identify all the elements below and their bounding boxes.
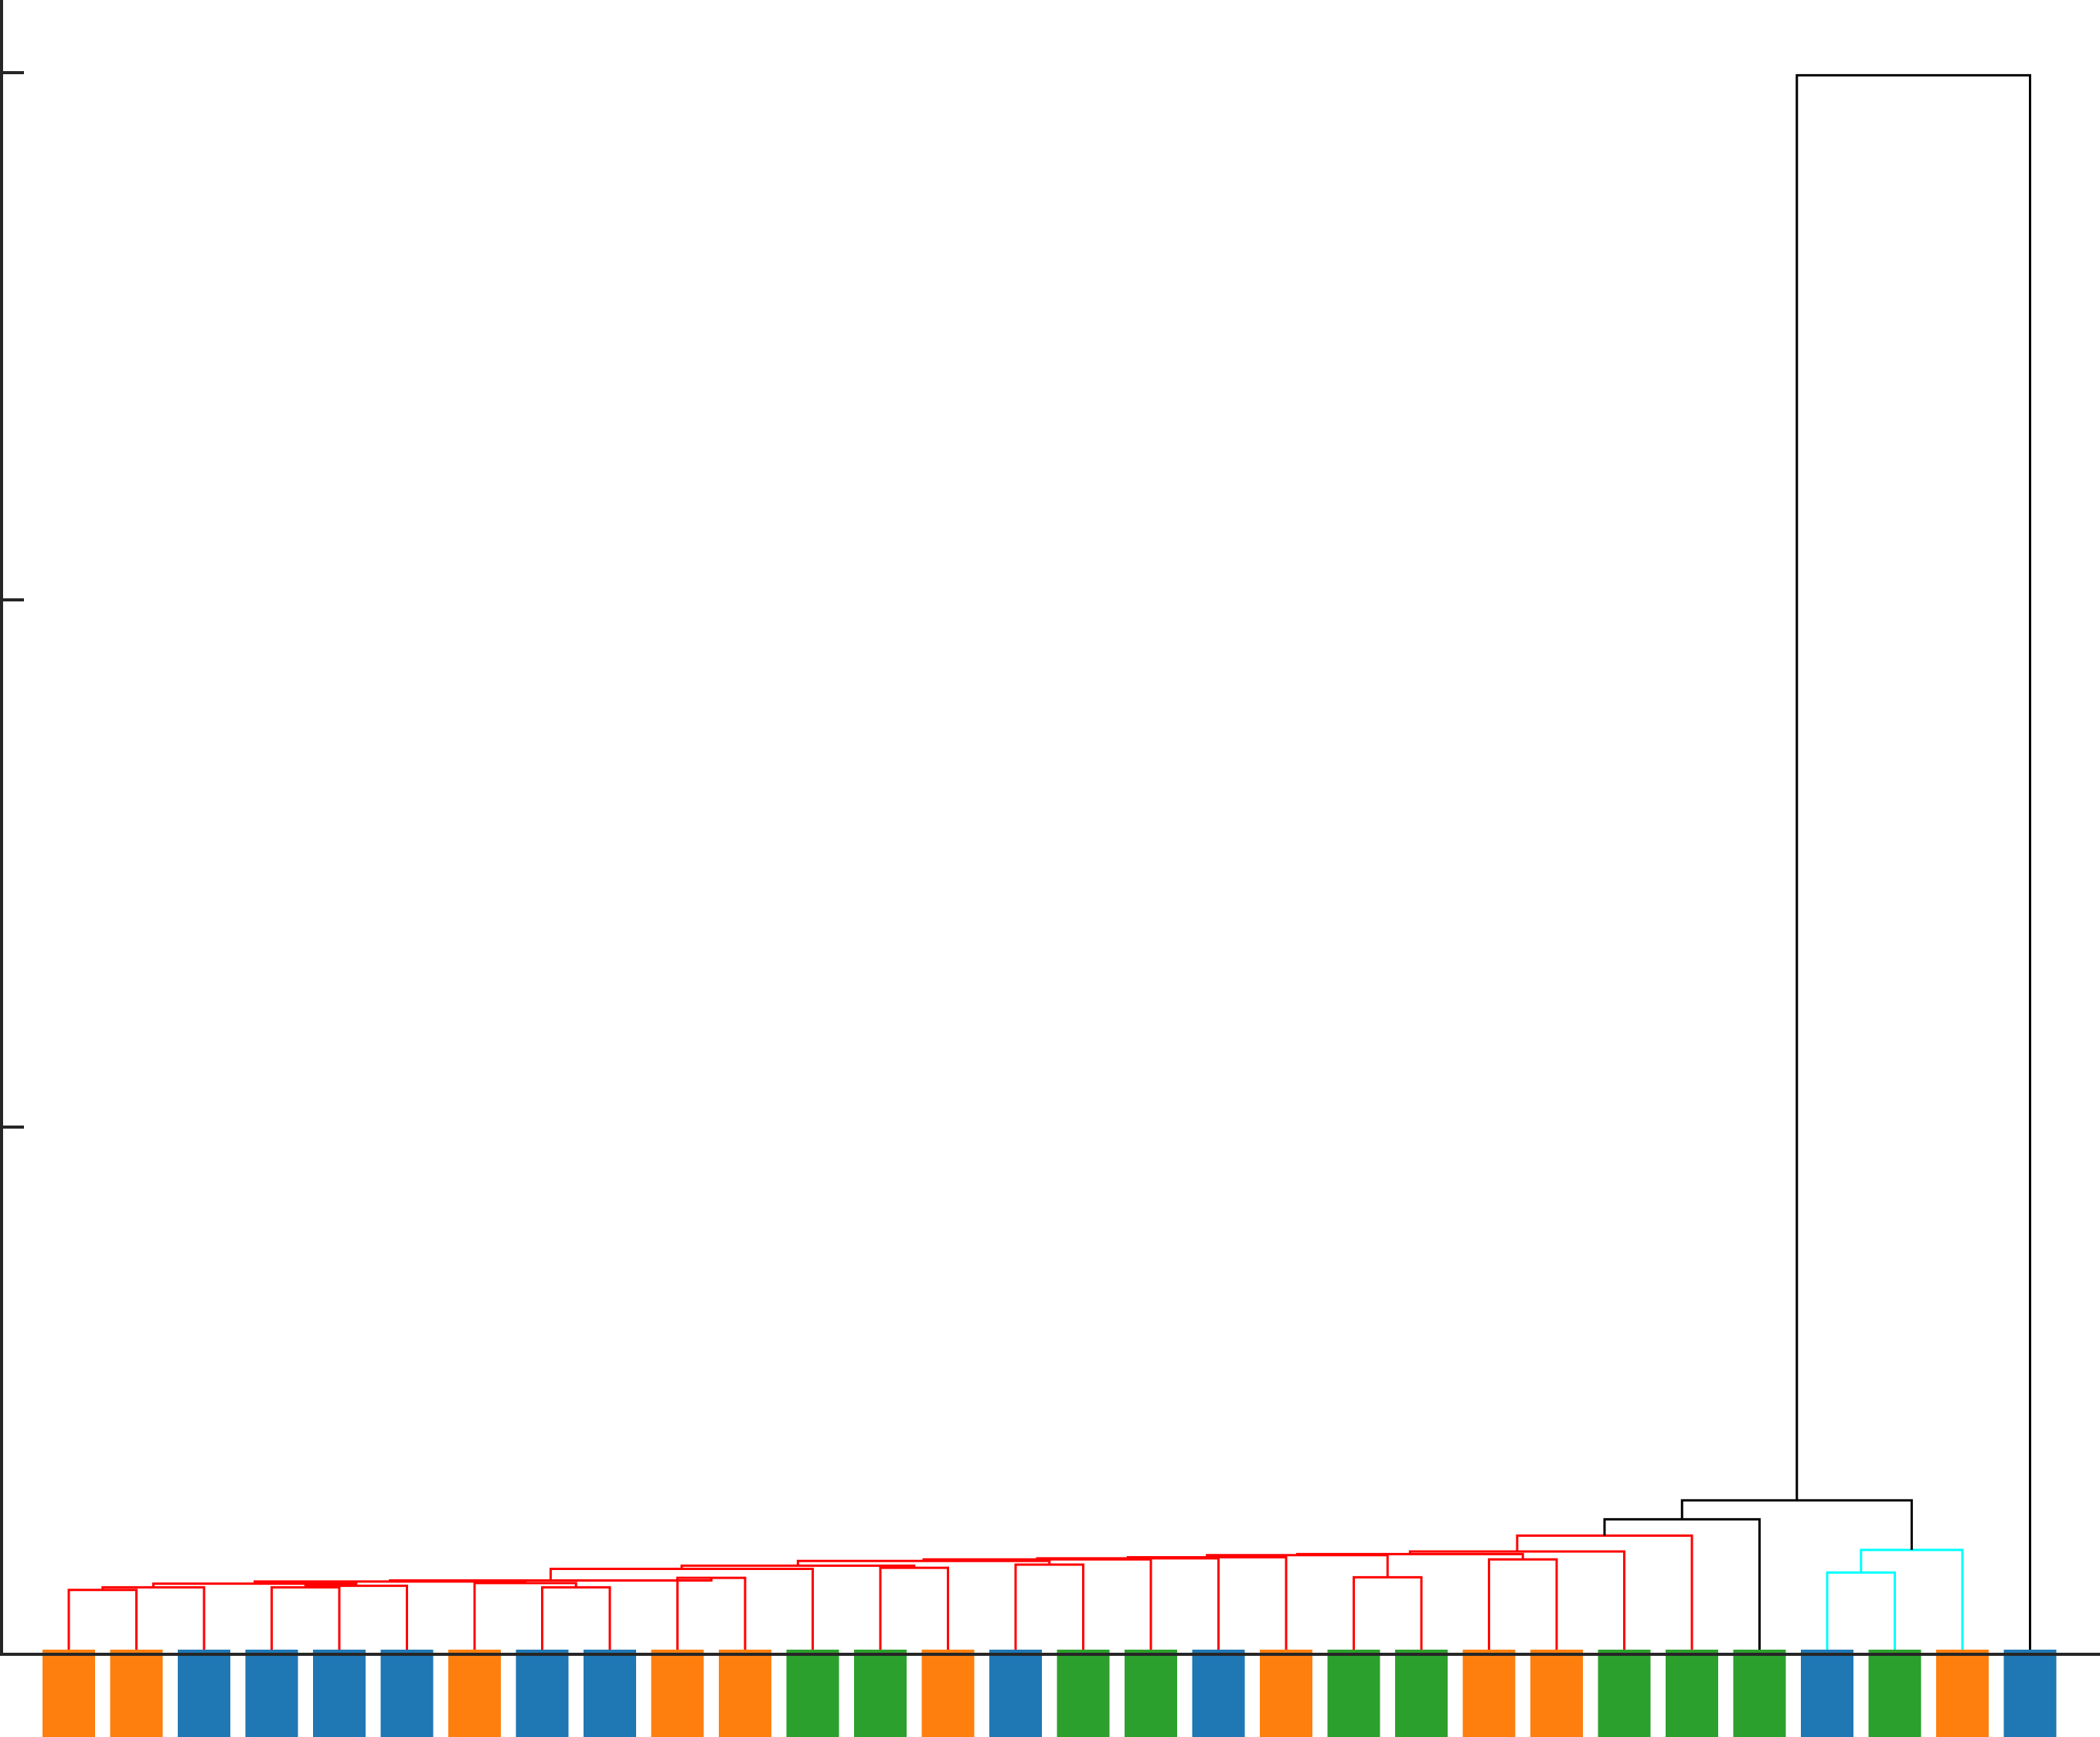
dendrogram-link-16	[1036, 1557, 1220, 1654]
dendrogram-link-11	[879, 1566, 949, 1654]
leaf-marker-21	[1462, 1650, 1516, 1737]
leaf-marker-25	[1733, 1650, 1786, 1737]
dendrogram-link-24	[1603, 1517, 1761, 1654]
leaf-marker-2	[178, 1650, 230, 1737]
leaf-marker-15	[1057, 1650, 1110, 1737]
dendrogram-link-13	[1014, 1563, 1084, 1654]
leaf-marker-27	[1868, 1650, 1921, 1737]
dendrogram-link-20	[1488, 1558, 1558, 1654]
leaf-marker-16	[1125, 1650, 1177, 1737]
dendrogram-link-28	[1795, 73, 2031, 1654]
leaf-marker-29	[2003, 1650, 2057, 1737]
leaf-marker-5	[380, 1650, 434, 1737]
dendrogram-link-19	[1206, 1554, 1389, 1578]
leaf-marker-3	[245, 1650, 298, 1737]
leaf-marker-10	[719, 1650, 771, 1737]
dendrogram-link-5	[541, 1585, 611, 1654]
leaf-marker-7	[516, 1650, 569, 1737]
leaf-marker-17	[1192, 1650, 1245, 1737]
dendrogram-link-10	[549, 1568, 814, 1654]
dendrogram-links	[67, 73, 2031, 1654]
leaf-marker-9	[651, 1650, 704, 1737]
leaf-marker-26	[1801, 1650, 1853, 1737]
dendrogram-link-23	[1516, 1534, 1693, 1654]
dendrogram-link-27	[1680, 1499, 1913, 1550]
leaf-marker-12	[854, 1650, 907, 1737]
leaf-marker-18	[1260, 1650, 1312, 1737]
leaf-marker-19	[1327, 1650, 1380, 1737]
leaf-marker-8	[584, 1650, 636, 1737]
leaf-marker-13	[921, 1650, 975, 1737]
dendrogram-link-26	[1860, 1548, 1964, 1654]
leaf-marker-24	[1666, 1650, 1718, 1737]
dendrogram-link-1	[101, 1585, 206, 1654]
leaf-marker-4	[313, 1650, 366, 1737]
leaf-marker-22	[1530, 1650, 1583, 1737]
dendrogram-link-15	[922, 1558, 1152, 1654]
leaf-marker-20	[1395, 1650, 1448, 1737]
leaf-markers	[43, 1650, 2057, 1737]
dendrogram-link-22	[1408, 1550, 1625, 1654]
leaf-marker-6	[448, 1650, 501, 1737]
leaf-marker-1	[110, 1650, 163, 1737]
leaf-marker-0	[43, 1650, 95, 1737]
leaf-marker-28	[1936, 1650, 1989, 1737]
dendrogram-link-0	[67, 1589, 138, 1654]
axes	[0, 0, 2100, 1656]
leaf-marker-23	[1598, 1650, 1651, 1737]
dendrogram-link-6	[473, 1582, 577, 1654]
leaf-marker-14	[989, 1650, 1042, 1737]
dendrogram-link-2	[271, 1585, 341, 1654]
dendrogram-link-25	[1826, 1571, 1896, 1654]
dendrogram-link-3	[304, 1584, 408, 1654]
dendrogram-link-18	[1353, 1575, 1423, 1654]
dendrogram-link-8	[676, 1576, 747, 1654]
leaf-marker-11	[786, 1650, 839, 1737]
dendrogram-link-14	[796, 1559, 1051, 1566]
